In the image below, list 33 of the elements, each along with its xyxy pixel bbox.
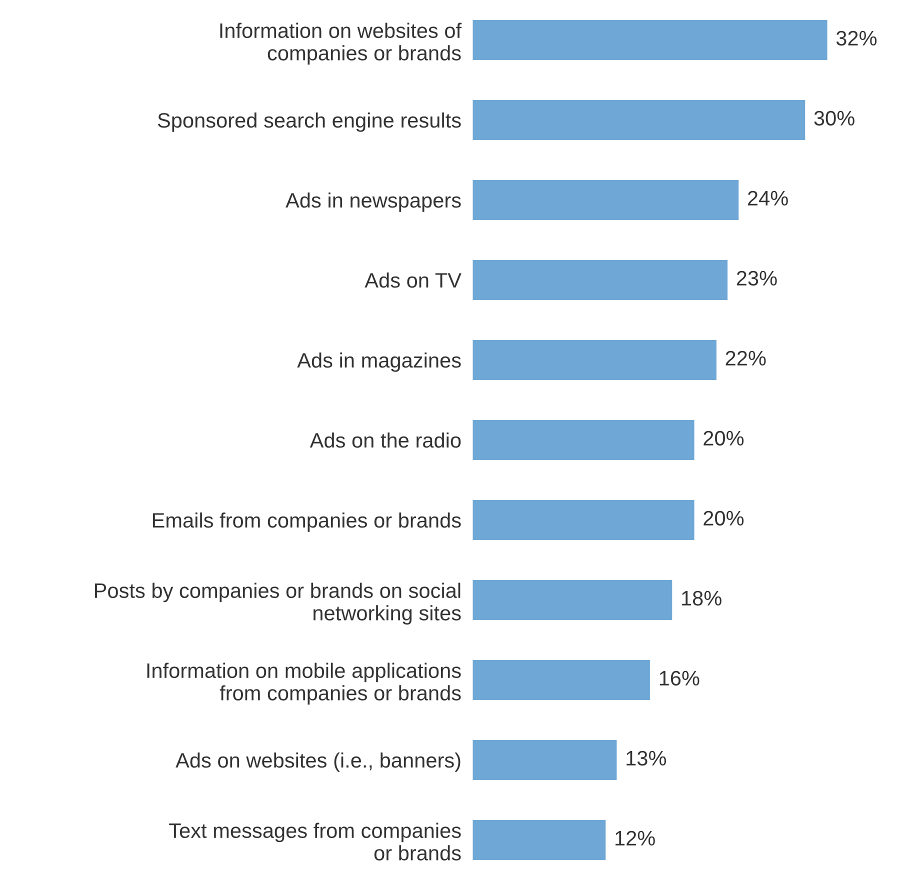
data-label: 16% [660, 670, 700, 686]
bar [472, 820, 606, 860]
y-tick-label: Text messages from companies or brands [169, 822, 461, 860]
bar [472, 100, 806, 140]
y-tick-label: Ads on TV [364, 272, 462, 288]
bar [472, 260, 728, 300]
bar [472, 500, 694, 540]
data-label: 12% [616, 830, 655, 846]
bar [472, 420, 694, 460]
y-tick-label: Ads on websites (i.e., banners) [176, 752, 460, 772]
bar [472, 180, 739, 220]
y-tick-label: Ads in newspapers [286, 192, 461, 212]
y-tick-label: Emails from companies or brands [152, 512, 461, 532]
y-tick-label: Posts by companies or brands on social networking sites [95, 582, 461, 625]
data-label: 22% [726, 350, 766, 366]
bar [472, 340, 716, 380]
data-label: 23% [736, 270, 777, 286]
y-tick-label: Information on mobile applications from companies or brands [147, 662, 461, 705]
bar [472, 660, 650, 700]
y-tick-label: Ads in magazines [297, 352, 461, 372]
data-label: 32% [836, 30, 877, 46]
data-label: 30% [814, 110, 854, 126]
y-tick-label: Sponsored search engine results [158, 112, 461, 132]
bar [472, 580, 672, 620]
data-label: 24% [748, 190, 788, 206]
y-tick-label: Information on websites of companies or brands [220, 22, 462, 65]
data-label: 13% [626, 750, 666, 766]
y-tick-label: Ads on the radio [310, 432, 461, 448]
bar [472, 740, 617, 780]
data-label: 20% [704, 510, 744, 526]
data-label: 20% [704, 430, 744, 446]
data-label: 18% [682, 590, 722, 606]
bar [472, 20, 828, 60]
